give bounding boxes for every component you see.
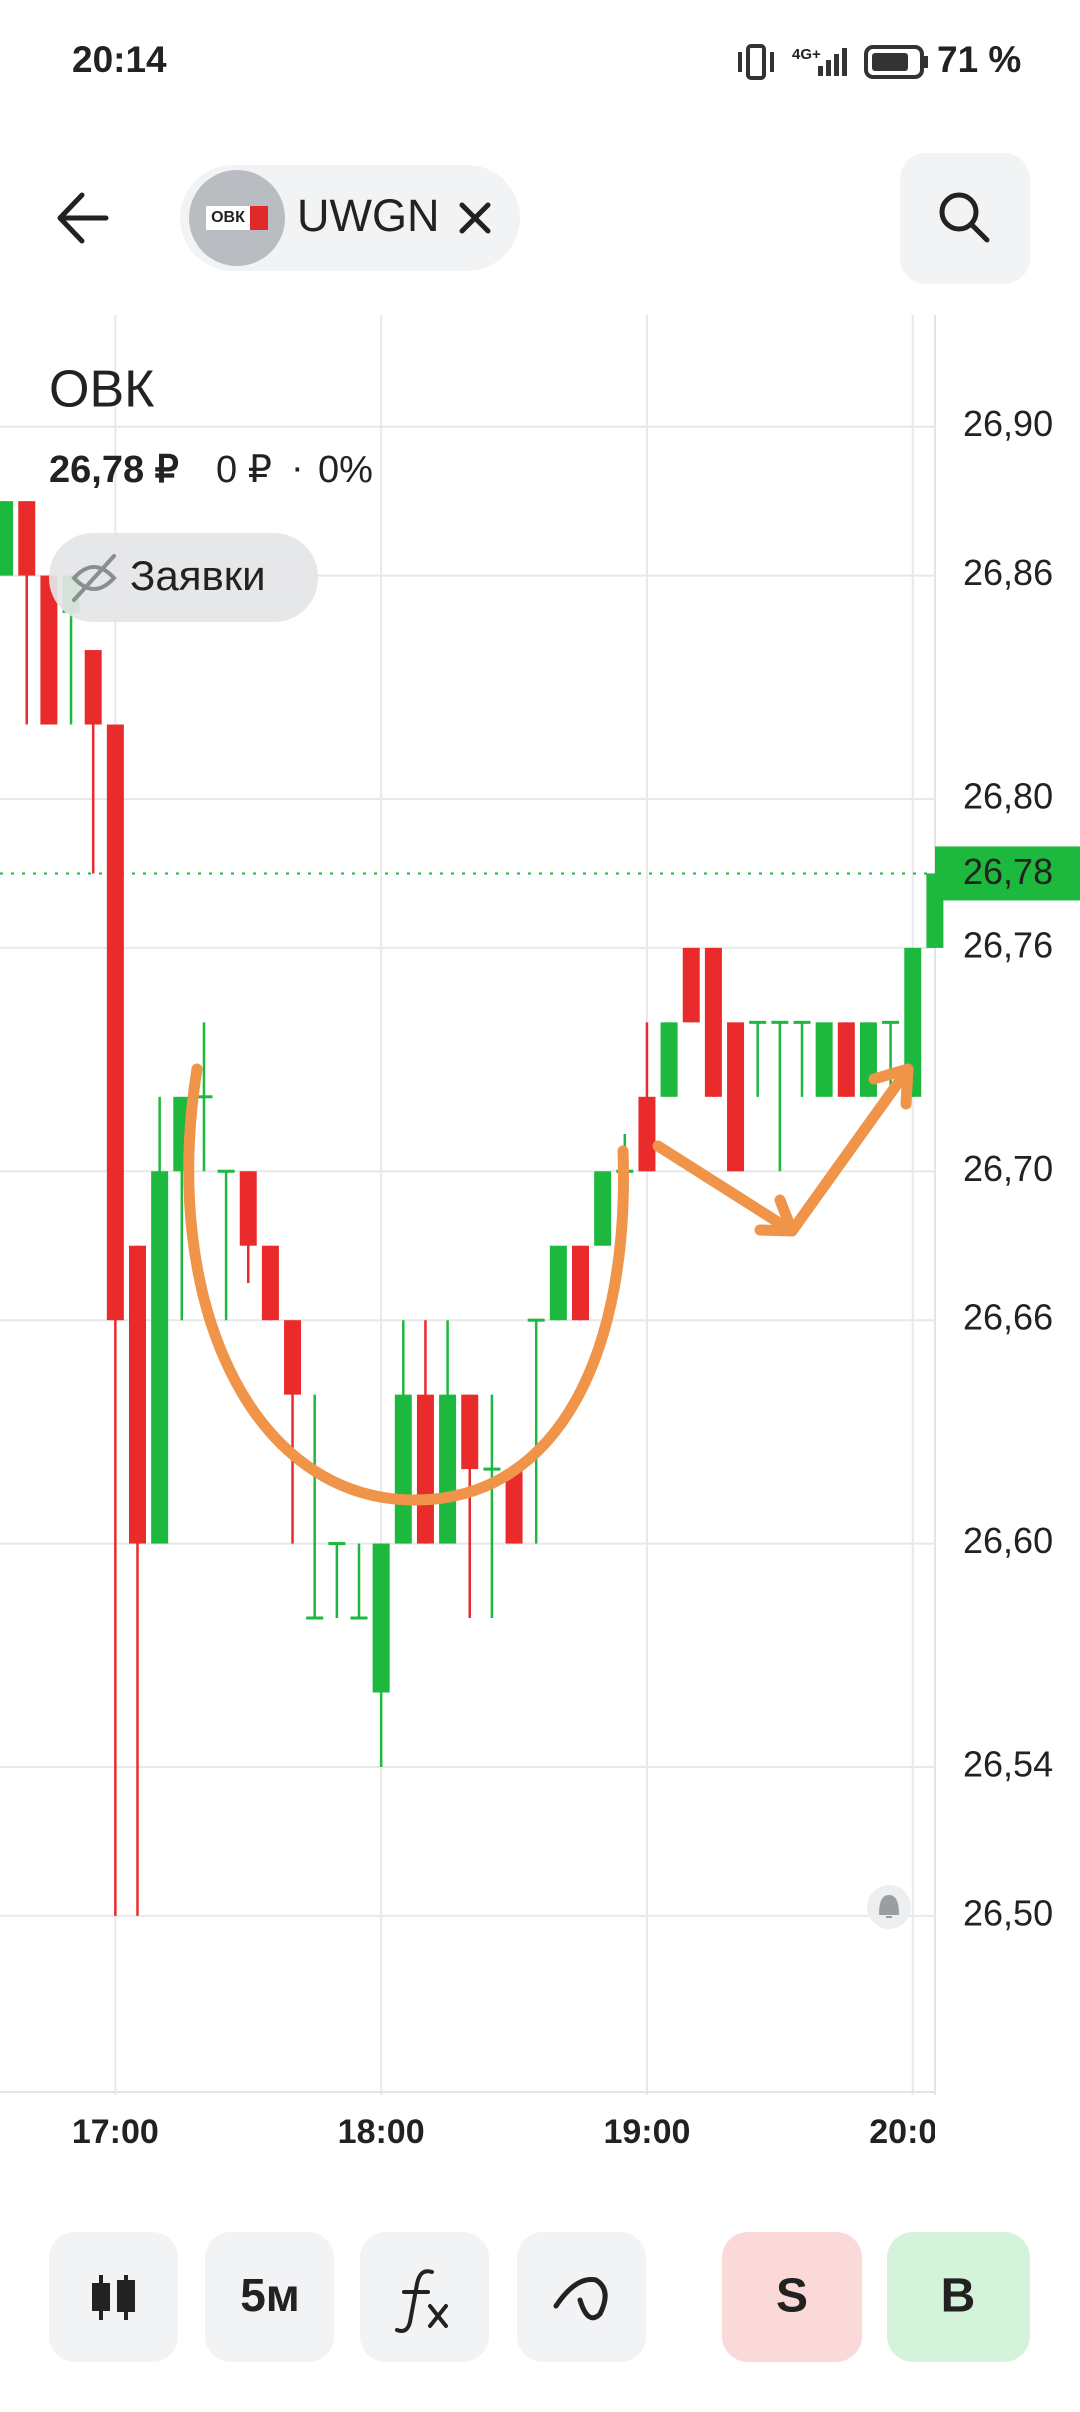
x-tick-label: 18:00 bbox=[338, 2113, 425, 2151]
candle-body bbox=[350, 1616, 368, 1620]
candle-body bbox=[239, 1171, 257, 1246]
network-type: 4G+ bbox=[792, 46, 821, 63]
y-tick-label: 26,60 bbox=[963, 1520, 1053, 1561]
annotation bbox=[183, 1063, 914, 1506]
separator: · bbox=[291, 447, 304, 489]
candle-body bbox=[704, 947, 722, 1097]
candle-body bbox=[638, 1096, 656, 1172]
candle-body bbox=[837, 1022, 855, 1097]
indicators-button[interactable] bbox=[360, 2232, 489, 2362]
candle-body bbox=[749, 1020, 767, 1024]
y-tick-label: 26,66 bbox=[963, 1297, 1053, 1338]
x-axis-labels: 17:00 18:00 19:00 20:00 bbox=[72, 2113, 956, 2151]
drawing-icon bbox=[553, 2277, 608, 2321]
candle-body bbox=[882, 1020, 900, 1024]
x-tick-label: 20:00 bbox=[869, 2113, 956, 2151]
candle-body bbox=[129, 1245, 146, 1544]
candle-body bbox=[527, 1318, 545, 1322]
search-button[interactable] bbox=[900, 153, 1030, 284]
vibrate-icon bbox=[738, 44, 774, 80]
logo-text: ОВК bbox=[211, 209, 245, 226]
sell-label: S bbox=[776, 2270, 808, 2323]
candle-body bbox=[284, 1320, 302, 1395]
y-tick-label: 26,80 bbox=[963, 775, 1053, 816]
drawing-button[interactable] bbox=[517, 2232, 646, 2362]
candle-body bbox=[106, 724, 124, 1321]
candle-body bbox=[771, 1020, 789, 1024]
close-icon[interactable] bbox=[459, 202, 491, 234]
bell-icon bbox=[878, 1894, 900, 1918]
instrument-price: 26,78 ₽ bbox=[49, 449, 179, 491]
buy-label: B bbox=[941, 2270, 976, 2323]
candle-body bbox=[483, 1467, 501, 1471]
candle-body bbox=[594, 1171, 612, 1246]
candle-body bbox=[195, 1095, 213, 1099]
candle-body bbox=[261, 1245, 279, 1321]
candle-body bbox=[904, 947, 922, 1097]
battery-icon bbox=[864, 45, 928, 79]
last-price-label: 26,78 bbox=[963, 851, 1053, 892]
y-tick-label: 26,54 bbox=[963, 1743, 1053, 1784]
search-icon bbox=[939, 192, 990, 243]
candle-body bbox=[815, 1022, 833, 1097]
candle-body bbox=[727, 1022, 745, 1172]
candle-body bbox=[505, 1469, 523, 1544]
candle-body bbox=[859, 1022, 877, 1097]
candle-body bbox=[549, 1245, 567, 1321]
status-time: 20:14 bbox=[72, 39, 167, 80]
orders-button[interactable] bbox=[49, 533, 318, 622]
y-tick-label: 26,76 bbox=[963, 924, 1053, 965]
back-button[interactable] bbox=[57, 192, 109, 244]
price-change: 0 ₽ bbox=[216, 449, 272, 491]
hidden-icon bbox=[71, 554, 117, 602]
orders-label: Заявки bbox=[130, 552, 266, 599]
chart: 26,90 26,86 26,80 26,76 26,70 26,66 26,60 26,54… bbox=[0, 315, 1080, 2151]
interval-button[interactable] bbox=[205, 2232, 334, 2362]
candle-body bbox=[572, 1245, 589, 1321]
candle-body bbox=[40, 575, 58, 725]
y-tick-label: 26,70 bbox=[963, 1148, 1053, 1189]
y-tick-label: 26,90 bbox=[963, 403, 1053, 444]
candle-body bbox=[416, 1394, 434, 1544]
sell-button[interactable] bbox=[722, 2232, 862, 2362]
candle-body bbox=[328, 1542, 346, 1546]
candle-body bbox=[682, 947, 700, 1023]
candle-body bbox=[151, 1171, 169, 1544]
y-tick-label: 26,86 bbox=[963, 552, 1053, 593]
x-tick-label: 17:00 bbox=[72, 2113, 159, 2151]
interval-label: 5м bbox=[240, 2269, 300, 2321]
candle-body bbox=[660, 1022, 678, 1097]
logo-mark bbox=[250, 206, 268, 230]
candle-body bbox=[84, 650, 102, 725]
candle-body bbox=[18, 501, 36, 576]
last-price-badge bbox=[935, 846, 1080, 901]
candle-body bbox=[394, 1394, 412, 1544]
battery-level: 71 % bbox=[937, 39, 1021, 80]
candle-body bbox=[461, 1394, 479, 1470]
candle-body bbox=[0, 501, 14, 576]
candle-body bbox=[439, 1394, 457, 1544]
candle-body bbox=[217, 1169, 235, 1173]
instrument-name: ОВК bbox=[49, 361, 154, 419]
x-tick-label: 19:00 bbox=[603, 2113, 690, 2151]
signal-icon bbox=[818, 48, 847, 76]
chart-type-button[interactable] bbox=[49, 2232, 178, 2362]
y-tick-label: 26,50 bbox=[963, 1892, 1053, 1933]
function-icon bbox=[395, 2269, 448, 2333]
ticker: UWGN bbox=[297, 190, 439, 241]
candle-body bbox=[306, 1616, 324, 1620]
candle-icon bbox=[92, 2275, 135, 2320]
candle-body bbox=[372, 1543, 390, 1693]
buy-button[interactable] bbox=[887, 2232, 1030, 2362]
price-change-percent: 0% bbox=[318, 449, 373, 491]
candle-body bbox=[793, 1020, 811, 1024]
